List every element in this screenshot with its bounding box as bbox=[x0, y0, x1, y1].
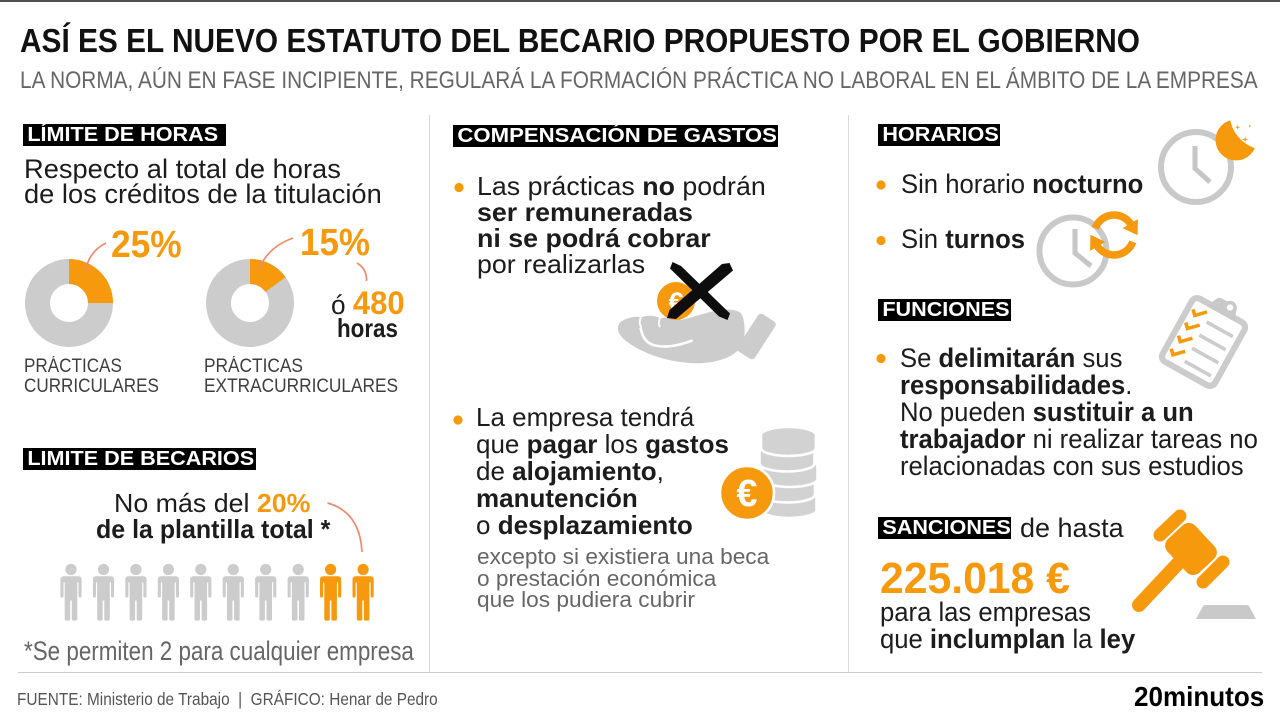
svg-text:€: € bbox=[736, 473, 757, 515]
